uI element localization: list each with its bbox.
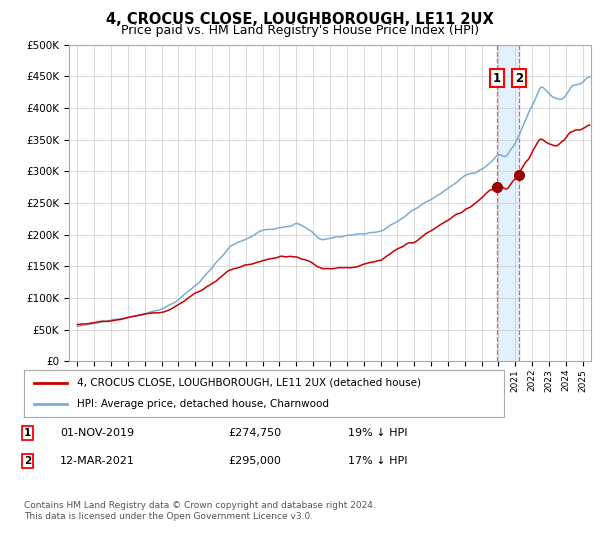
Text: 4, CROCUS CLOSE, LOUGHBOROUGH, LE11 2UX: 4, CROCUS CLOSE, LOUGHBOROUGH, LE11 2UX	[106, 12, 494, 27]
Text: 1: 1	[24, 428, 31, 438]
Text: 4, CROCUS CLOSE, LOUGHBOROUGH, LE11 2UX (detached house): 4, CROCUS CLOSE, LOUGHBOROUGH, LE11 2UX …	[77, 378, 421, 388]
Text: Price paid vs. HM Land Registry's House Price Index (HPI): Price paid vs. HM Land Registry's House …	[121, 24, 479, 36]
Text: 2: 2	[24, 456, 31, 466]
Text: Contains HM Land Registry data © Crown copyright and database right 2024.
This d: Contains HM Land Registry data © Crown c…	[24, 501, 376, 521]
Text: HPI: Average price, detached house, Charnwood: HPI: Average price, detached house, Char…	[77, 399, 329, 409]
Text: £295,000: £295,000	[228, 456, 281, 466]
Bar	[497, 45, 519, 361]
Text: 1: 1	[493, 72, 501, 85]
Text: 19% ↓ HPI: 19% ↓ HPI	[348, 428, 407, 438]
Text: 01-NOV-2019: 01-NOV-2019	[60, 428, 134, 438]
Text: 17% ↓ HPI: 17% ↓ HPI	[348, 456, 407, 466]
Text: 2: 2	[515, 72, 523, 85]
Text: 12-MAR-2021: 12-MAR-2021	[60, 456, 135, 466]
Text: £274,750: £274,750	[228, 428, 281, 438]
